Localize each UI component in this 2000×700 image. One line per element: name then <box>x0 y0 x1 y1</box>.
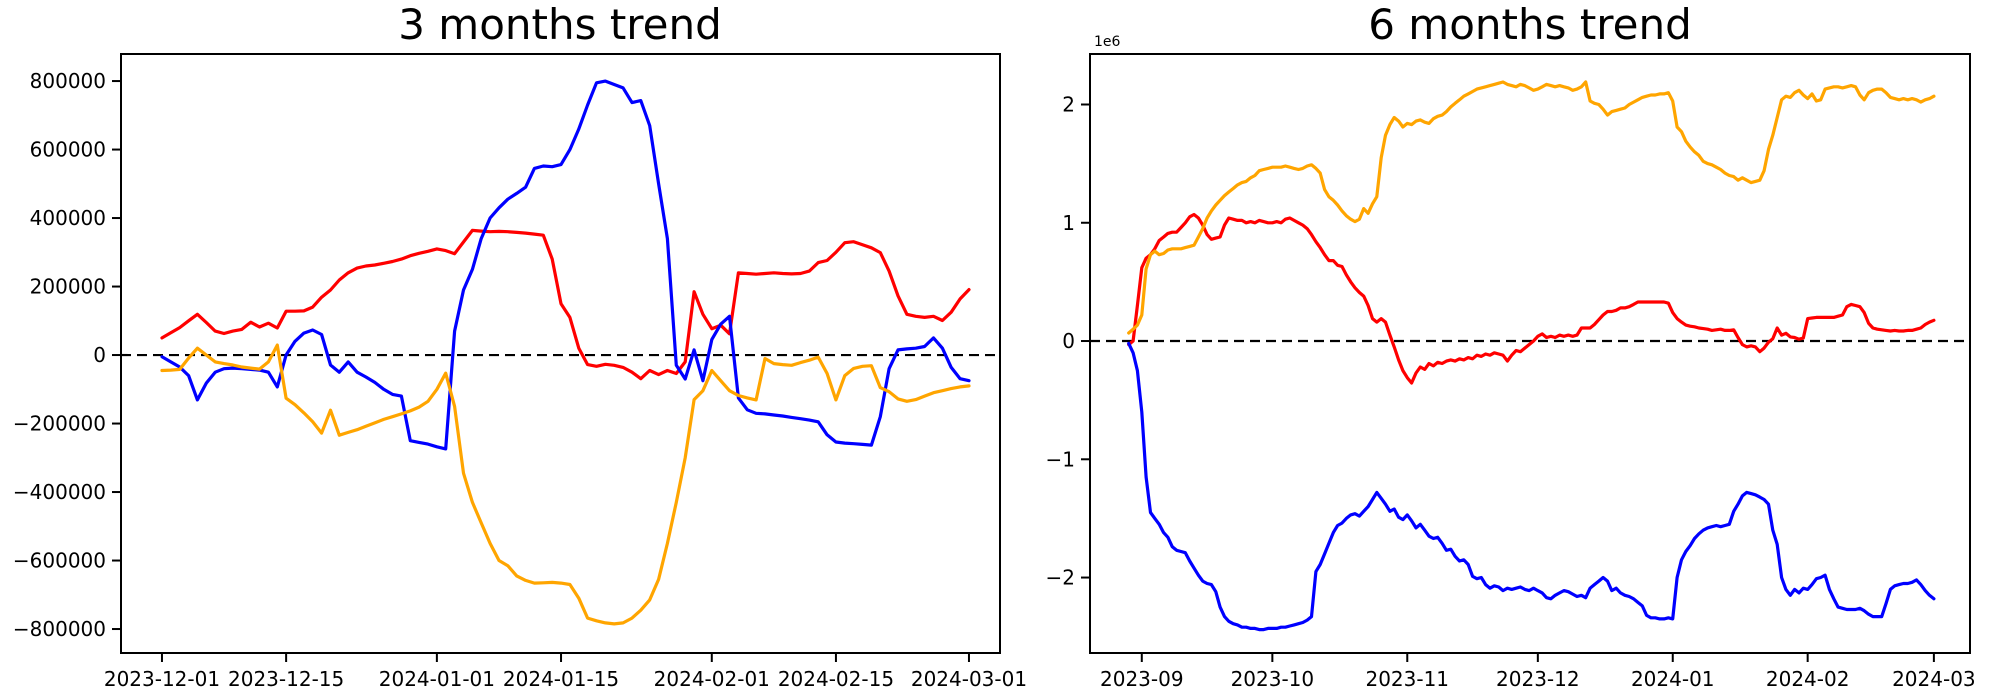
x-tick-label: 2024-01 <box>1631 667 1715 691</box>
y-tick-label: 800000 <box>30 69 106 93</box>
x-tick-label: 2024-01-15 <box>503 667 619 691</box>
y-tick-label: 200000 <box>30 275 106 299</box>
right-chart-title: 6 months trend <box>1368 0 1692 49</box>
y-tick-label: 1 <box>1062 211 1075 235</box>
y-tick-label: 0 <box>1062 329 1075 353</box>
y-tick-label: 600000 <box>30 138 106 162</box>
y-tick-label: −600000 <box>13 549 106 573</box>
red-series-line <box>1127 212 1936 385</box>
axes-frame <box>1089 53 1971 654</box>
red-series-line <box>160 228 971 381</box>
x-tick-label: 2023-12-15 <box>228 667 344 691</box>
x-tick-label: 2023-12 <box>1496 667 1580 691</box>
blue-series-line <box>160 79 971 451</box>
y-tick-label: −800000 <box>13 617 106 641</box>
y-tick-label: −200000 <box>13 412 106 436</box>
x-tick-label: 2024-02-01 <box>654 667 770 691</box>
x-tick-label: 2023-09 <box>1100 667 1184 691</box>
y-axis-offset-label: 1e6 <box>1094 34 1121 50</box>
x-tick-label: 2024-01-01 <box>379 667 495 691</box>
y-tick-label: 400000 <box>30 206 106 230</box>
x-tick-label: 2024-02-15 <box>778 667 894 691</box>
axes-frame <box>120 53 1001 654</box>
subplot-6-months: 2023-09 2023-10 2023-11 2023-12 2024-01 2024-… <box>1046 34 1976 691</box>
y-tick-label: −2 <box>1046 566 1075 590</box>
left-chart-title: 3 months trend <box>398 0 722 49</box>
y-tick-label: 0 <box>93 343 106 367</box>
x-tick-label: 2024-03 <box>1892 667 1976 691</box>
orange-series-line <box>1127 80 1936 335</box>
x-tick-label: 2023-11 <box>1365 667 1449 691</box>
blue-series-line <box>1127 341 1936 632</box>
y-tick-label: 2 <box>1062 92 1075 116</box>
x-tick-label: 2023-12-01 <box>104 667 220 691</box>
x-tick-label: 2024-03-01 <box>911 667 1027 691</box>
y-tick-label: −400000 <box>13 480 106 504</box>
y-tick-label: −1 <box>1046 447 1075 471</box>
orange-series-line <box>160 343 971 626</box>
subplot-3-months: 2023-12-01 2023-12-15 2024-01-01 2024-01-15… <box>13 53 1027 691</box>
x-tick-label: 2023-10 <box>1231 667 1315 691</box>
x-tick-label: 2024-02 <box>1766 667 1850 691</box>
